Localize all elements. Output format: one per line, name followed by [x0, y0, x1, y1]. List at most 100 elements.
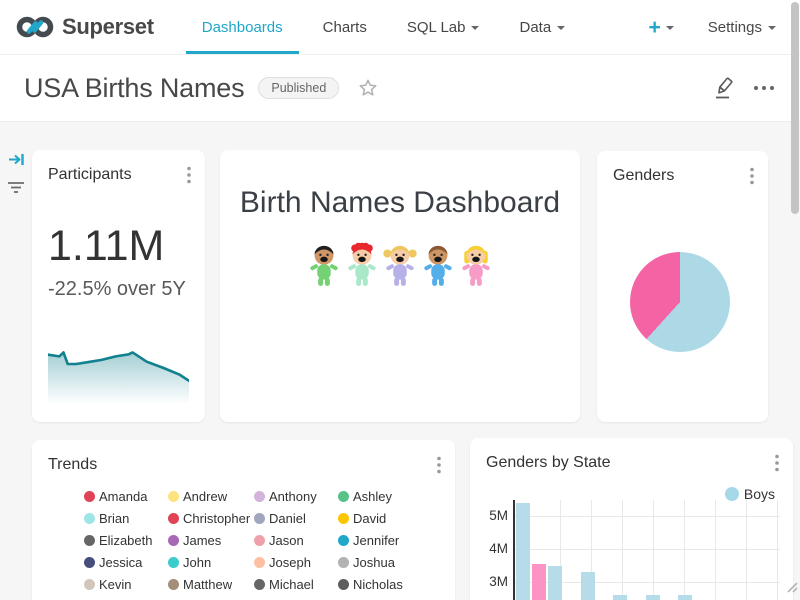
card-resize-handle-icon[interactable] [784, 579, 798, 598]
legend-dot-icon [254, 579, 265, 590]
legend-label: James [183, 533, 222, 548]
legend-label: Michael [269, 577, 314, 592]
legend-label: Anthony [269, 489, 317, 504]
trendline-area-chart [48, 351, 189, 404]
child-figure-icon [383, 245, 417, 286]
legend-item-david[interactable]: David [338, 511, 422, 526]
more-options-icon[interactable] [752, 84, 776, 92]
bar-chart-plot: 5M 4M 3M [470, 438, 793, 600]
legend-dot-icon [84, 579, 95, 590]
bar-6[interactable] [613, 595, 628, 600]
legend-label: David [353, 511, 387, 526]
legend-label: Christopher [183, 511, 251, 526]
child-figure-icon [310, 245, 338, 286]
legend-item-brian[interactable]: Brian [84, 511, 168, 526]
legend-item-amanda[interactable]: Amanda [84, 489, 168, 504]
legend-label: Kevin [99, 577, 132, 592]
legend-dot-icon [338, 513, 349, 524]
settings-menu[interactable]: Settings [708, 19, 776, 36]
trends-legend: Amanda Andrew Anthony Ashley Brian Christophe… [84, 489, 445, 600]
legend-dot-icon [254, 513, 265, 524]
legend-dot-icon [254, 491, 265, 502]
nav-item-data[interactable]: Data [499, 0, 585, 54]
legend-label: Jennifer [353, 533, 400, 548]
legend-item-nicholas[interactable]: Nicholas [338, 577, 422, 592]
published-badge[interactable]: Published [258, 77, 340, 99]
legend-dot-icon [168, 535, 179, 546]
legend-item-daniel[interactable]: Daniel [254, 511, 338, 526]
legend-label: Jessica [99, 555, 143, 570]
superset-logo[interactable]: Superset [16, 14, 154, 40]
genders-pie-chart[interactable] [630, 252, 730, 352]
legend-item-james[interactable]: James [168, 533, 254, 548]
settings-label: Settings [707, 18, 762, 36]
vertical-scrollbar[interactable] [791, 2, 799, 214]
edit-pencil-icon[interactable] [714, 76, 736, 100]
nav-item-label: Dashboards [201, 18, 283, 36]
legend-dot-icon [168, 557, 179, 568]
legend-dot-icon [254, 557, 265, 568]
dashboard-title-bar: USA Births Names Published [0, 55, 800, 122]
gridline [622, 500, 623, 600]
legend-item-joseph[interactable]: Joseph [254, 555, 338, 570]
app-header: Superset Dashboards Charts SQL Lab Data + S… [0, 0, 800, 55]
legend-item-john[interactable]: John [168, 555, 254, 570]
legend-item-elizabeth[interactable]: Elizabeth [84, 533, 168, 548]
legend-item-kevin[interactable]: Kevin [84, 577, 168, 592]
favorite-star-icon[interactable] [357, 77, 379, 99]
legend-dot-icon [168, 491, 179, 502]
kebab-menu-icon[interactable] [775, 454, 779, 477]
legend-item-jennifer[interactable]: Jennifer [338, 533, 422, 548]
legend-item-jessica[interactable]: Jessica [84, 555, 168, 570]
bar-8[interactable] [645, 595, 660, 600]
nav-item-charts[interactable]: Charts [303, 0, 387, 54]
bar-2[interactable] [548, 565, 563, 600]
gridline [684, 500, 685, 600]
page-title: USA Births Names [24, 72, 245, 103]
bar-1[interactable] [532, 563, 547, 600]
legend-item-ashley[interactable]: Ashley [338, 489, 422, 504]
legend-dot-icon [338, 557, 349, 568]
nav-item-dashboards[interactable]: Dashboards [182, 0, 303, 54]
legend-dot-icon [338, 535, 349, 546]
bar-4[interactable] [580, 572, 595, 600]
legend-label: Elizabeth [99, 533, 153, 548]
bar-0[interactable] [516, 502, 530, 600]
children-illustration [220, 240, 580, 294]
filter-list-icon[interactable] [6, 179, 26, 201]
bar-chart-legend[interactable]: Boys [724, 486, 775, 502]
nav-item-sql-lab[interactable]: SQL Lab [387, 0, 500, 54]
kebab-menu-icon[interactable] [187, 166, 191, 189]
legend-item-anthony[interactable]: Anthony [254, 489, 338, 504]
header-right: + Settings [649, 17, 776, 38]
big-number-value: 1.11M [48, 222, 165, 270]
plus-icon: + [648, 15, 661, 39]
legend-item-jason[interactable]: Jason [254, 533, 338, 548]
bar-10[interactable] [678, 595, 692, 600]
legend-label: Matthew [183, 577, 233, 592]
legend-item-michael[interactable]: Michael [254, 577, 338, 592]
genders-by-state-card: Genders by State Boys 5M 4M 3M [470, 438, 793, 600]
legend-dot-icon [168, 579, 179, 590]
legend-label: Jason [269, 533, 304, 548]
legend-item-christopher[interactable]: Christopher [168, 511, 254, 526]
legend-label: Daniel [269, 511, 306, 526]
legend-item-matthew[interactable]: Matthew [168, 577, 254, 592]
legend-label: Andrew [183, 489, 228, 504]
new-item-button[interactable]: + [649, 17, 674, 38]
kebab-menu-icon[interactable] [437, 456, 441, 479]
legend-label: John [183, 555, 212, 570]
legend-item-joshua[interactable]: Joshua [338, 555, 422, 570]
legend-dot-icon [84, 535, 95, 546]
child-figure-icon [424, 245, 452, 286]
legend-dot-icon [338, 491, 349, 502]
participants-card: Participants 1.11M -22.5% over 5Y [32, 150, 205, 422]
expand-filter-bar-icon[interactable] [8, 151, 25, 173]
gridline [513, 516, 780, 517]
legend-item-andrew[interactable]: Andrew [168, 489, 254, 504]
legend-label: Nicholas [353, 577, 403, 592]
kebab-menu-icon[interactable] [750, 167, 754, 190]
y-axis-tick-label: 5M [489, 508, 508, 523]
nav-item-label: Charts [322, 18, 367, 36]
y-axis-tick-label: 3M [489, 574, 508, 589]
